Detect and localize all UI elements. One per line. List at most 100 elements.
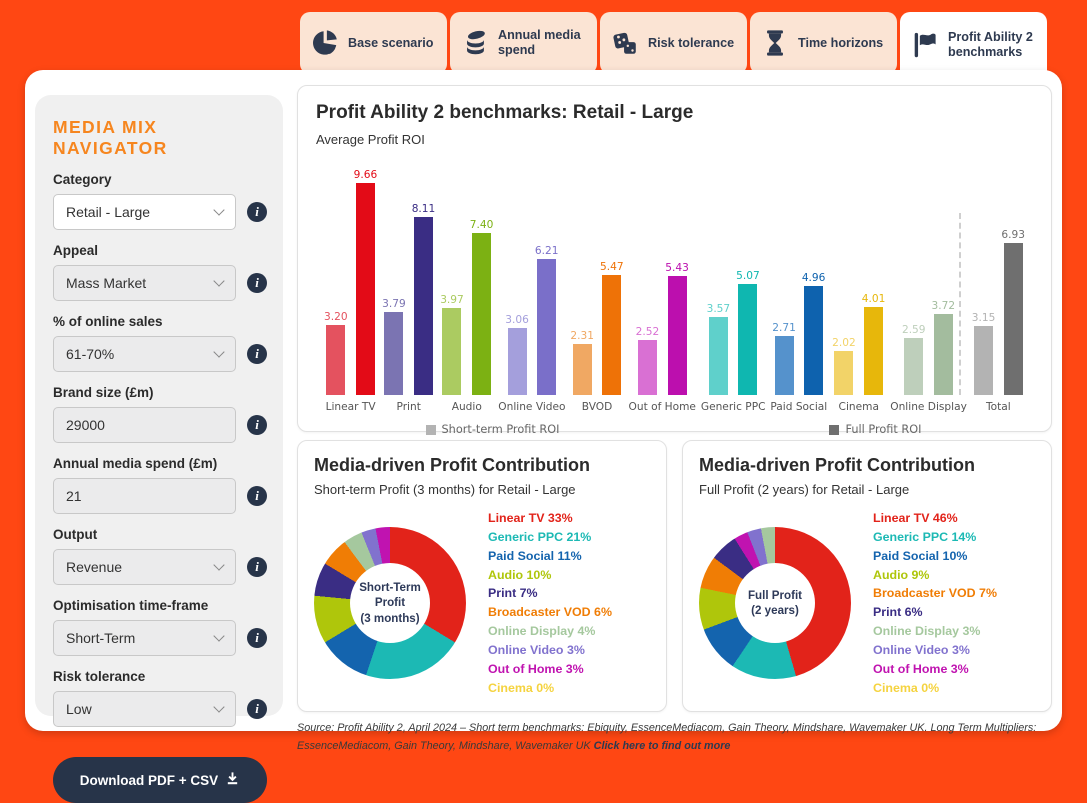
bar-group-online-display: 2.59 3.72 Online Display	[890, 163, 967, 413]
output-label: Output	[53, 527, 98, 542]
bar-group-paid-social: 2.71 4.96 Paid Social	[770, 163, 827, 413]
chevron-down-icon	[213, 701, 225, 713]
x-axis-label: Online Video	[498, 401, 566, 413]
tab-base-scenario[interactable]: Base scenario	[300, 12, 447, 74]
annual-media-spend-value: 21	[66, 488, 82, 504]
short-term-donut-legend: Linear TV 33% Generic PPC 21% Paid Social …	[488, 509, 612, 697]
bar-group-out-of-home: 2.52 5.43 Out of Home	[629, 163, 696, 413]
bar-value-label: 2.71	[772, 322, 796, 334]
field-category: Category Retail - Large i	[53, 172, 267, 230]
pie-chart-icon	[310, 28, 340, 58]
output-select[interactable]: Revenue	[53, 549, 236, 585]
chevron-down-icon	[213, 559, 225, 571]
donut-legend-online-video-3: Online Video 3%	[873, 642, 970, 657]
optimisation-time-frame-select[interactable]: Short-Term	[53, 620, 236, 656]
brand-size-info-icon[interactable]: i	[247, 415, 267, 435]
bar-out-of-home-short-term-profit-roi	[637, 340, 657, 395]
risk-tolerance-value: Low	[66, 701, 92, 717]
bar-value-label: 6.93	[1001, 229, 1025, 241]
donut-legend-online-display-3: Online Display 3%	[873, 624, 981, 639]
donut-legend-cinema-0: Cinema 0%	[873, 680, 940, 695]
bar-generic-ppc-short-term-profit-roi	[708, 317, 728, 395]
bar-group-cinema: 2.02 4.01 Cinema	[832, 163, 885, 413]
flag-icon	[910, 30, 940, 60]
short-term-donut-subtitle: Short-term Profit (3 months) for Retail …	[314, 482, 576, 497]
bar-generic-ppc-full-profit-roi	[738, 284, 758, 395]
donut-center-line: Short-Term	[359, 580, 421, 594]
app-frame: Base scenario Annual media spend Risk tole…	[25, 12, 1062, 803]
category-select[interactable]: Retail - Large	[53, 194, 236, 230]
sidebar-title: MEDIA MIX NAVIGATOR	[53, 117, 168, 158]
category-info-icon[interactable]: i	[247, 202, 267, 222]
x-axis-label: Print	[396, 401, 421, 413]
legend-item-full-profit-roi[interactable]: Full Profit ROI	[829, 423, 922, 436]
optimisation-time-frame-value: Short-Term	[66, 630, 136, 646]
bar-chart-plot: 3.20 9.66 Linear TV 3.79 8.11 Print 3.97 7.40 Au…	[324, 163, 1025, 413]
annual-media-spend-label: Annual media spend (£m)	[53, 456, 218, 471]
bar-value-label: 5.07	[736, 270, 760, 282]
risk-tolerance-info-icon[interactable]: i	[247, 699, 267, 719]
bar-value-label: 2.31	[570, 330, 595, 342]
bar-bvod-short-term-profit-roi	[572, 344, 592, 395]
x-axis-label: Audio	[451, 401, 482, 413]
online-sales-pct-select[interactable]: 61-70%	[53, 336, 236, 372]
bar-value-label: 4.01	[861, 293, 886, 305]
bar-chart-title: Profit Ability 2 benchmarks: Retail - La…	[316, 102, 694, 123]
field-brand-size: Brand size (£m) 29000 i	[53, 385, 267, 443]
appeal-select[interactable]: Mass Market	[53, 265, 236, 301]
donut-legend-paid-social-11: Paid Social 11%	[488, 548, 582, 563]
find-out-more-link[interactable]: Click here to find out more	[593, 740, 731, 753]
legend-swatch	[829, 424, 840, 435]
bar-value-label: 3.06	[505, 314, 529, 326]
full-profit-donut-title: Media-driven Profit Contribution	[699, 455, 975, 475]
bar-value-label: 2.02	[832, 337, 856, 349]
legend-swatch	[425, 424, 436, 435]
bar-value-label: 3.72	[931, 300, 956, 312]
risk-tolerance-select[interactable]: Low	[53, 691, 236, 727]
bar-group-bvod: 2.31 5.47 BVOD	[570, 163, 623, 413]
bar-audio-short-term-profit-roi	[442, 308, 462, 395]
source-note: Source: Profit Ability 2, April 2024 – S…	[297, 720, 1052, 756]
download-pdf-csv-button[interactable]: Download PDF + CSV	[53, 757, 267, 803]
appeal-info-icon[interactable]: i	[247, 273, 267, 293]
full-profit-donut-center-label: Full Profit (2 years)	[735, 563, 815, 644]
sidebar-fields: Category Retail - Large i Appeal Mass Market…	[53, 172, 267, 727]
legend-item-short-term-profit-roi[interactable]: Short-term Profit ROI	[425, 423, 559, 436]
donut-legend-generic-ppc-14: Generic PPC 14%	[873, 529, 977, 544]
bar-group-generic-ppc: 3.57 5.07 Generic PPC	[701, 163, 766, 413]
appeal-value: Mass Market	[66, 275, 147, 291]
annual-media-spend-info-icon[interactable]: i	[247, 486, 267, 506]
optimisation-time-frame-info-icon[interactable]: i	[247, 628, 267, 648]
tab-profit-ability-2-benchmarks[interactable]: Profit Ability 2 benchmarks	[900, 12, 1047, 78]
bar-chart-card: Profit Ability 2 benchmarks: Retail - La…	[297, 85, 1052, 436]
field-output: Output Revenue i	[53, 527, 267, 585]
annual-media-spend-input[interactable]: 21	[53, 478, 236, 514]
bar-linear-tv-full-profit-roi	[355, 183, 375, 395]
tab-risk-tolerance[interactable]: Risk tolerance	[600, 12, 747, 74]
donut-center-line: Profit	[374, 596, 406, 610]
bar-value-label: 3.79	[382, 298, 406, 310]
bar-online-video-short-term-profit-roi	[507, 328, 527, 395]
hourglass-icon	[760, 28, 790, 58]
tab-annual-media-spend[interactable]: Annual media spend	[450, 12, 597, 74]
x-axis-label: Paid Social	[770, 401, 828, 413]
donut-legend-print-7: Print 7%	[488, 586, 538, 601]
x-axis-label: Cinema	[838, 401, 879, 413]
brand-size-input[interactable]: 29000	[53, 407, 236, 443]
donut-legend-generic-ppc-21: Generic PPC 21%	[488, 529, 592, 544]
chevron-down-icon	[213, 275, 225, 287]
bar-online-video-full-profit-roi	[537, 259, 557, 395]
download-icon	[225, 771, 240, 789]
category-label: Category	[53, 172, 112, 187]
optimisation-time-frame-label: Optimisation time-frame	[53, 598, 209, 613]
donut-legend-online-video-3: Online Video 3%	[488, 642, 585, 657]
tab-time-horizons[interactable]: Time horizons	[750, 12, 897, 74]
field-appeal: Appeal Mass Market i	[53, 243, 267, 301]
donut-legend-online-display-4: Online Display 4%	[488, 624, 596, 639]
bar-total-full-profit-roi	[1003, 243, 1023, 395]
output-info-icon[interactable]: i	[247, 557, 267, 577]
online-sales-pct-info-icon[interactable]: i	[247, 344, 267, 364]
x-axis-label: BVOD	[581, 401, 613, 413]
online-sales-pct-value: 61-70%	[66, 346, 115, 362]
bar-online-display-short-term-profit-roi	[904, 338, 924, 395]
